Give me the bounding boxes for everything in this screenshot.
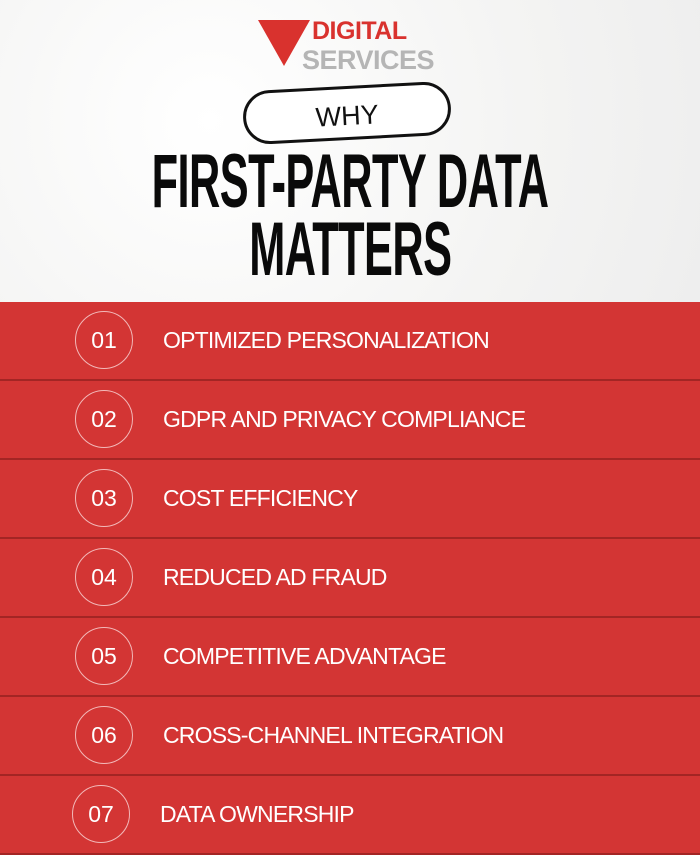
item-label: OPTIMIZED PERSONALIZATION bbox=[163, 327, 490, 353]
logo-v-mark-icon bbox=[258, 20, 310, 66]
item-label: DATA OWNERSHIP bbox=[160, 801, 355, 827]
item-number: 04 bbox=[75, 548, 133, 606]
logo-line2: SERVICES bbox=[302, 45, 435, 75]
item-number: 01 bbox=[75, 311, 133, 369]
item-number: 06 bbox=[75, 706, 133, 764]
header: DIGITAL SERVICES WHY FIRST-PARTY DATA MA… bbox=[0, 0, 700, 302]
item-number: 02 bbox=[75, 390, 133, 448]
list-item: 02 GDPR AND PRIVACY COMPLIANCE bbox=[0, 381, 700, 460]
item-label: COMPETITIVE ADVANTAGE bbox=[163, 643, 446, 669]
list-item: 01 OPTIMIZED PERSONALIZATION bbox=[0, 302, 700, 381]
item-label: GDPR AND PRIVACY COMPLIANCE bbox=[163, 406, 526, 432]
item-number: 03 bbox=[75, 469, 133, 527]
logo: DIGITAL SERVICES bbox=[258, 18, 468, 74]
list-item: 05 COMPETITIVE ADVANTAGE bbox=[0, 618, 700, 697]
list-item: 07 DATA OWNERSHIP bbox=[0, 776, 700, 855]
title-line2-text: MATTERS bbox=[248, 207, 452, 292]
item-number: 07 bbox=[72, 785, 130, 843]
why-text: WHY bbox=[314, 99, 380, 133]
title-line1-text: FIRST-PARTY DATA bbox=[151, 139, 549, 224]
items-list: 01 OPTIMIZED PERSONALIZATION 02 GDPR AND P… bbox=[0, 302, 700, 855]
item-number: 05 bbox=[75, 627, 133, 685]
logo-line1: DIGITAL bbox=[312, 17, 407, 45]
title-line2: MATTERS bbox=[0, 207, 700, 292]
item-label: CROSS-CHANNEL INTEGRATION bbox=[163, 722, 504, 748]
item-label: COST EFFICIENCY bbox=[163, 485, 358, 511]
list-item: 04 REDUCED AD FRAUD bbox=[0, 539, 700, 618]
why-pill: WHY bbox=[241, 80, 453, 146]
list-item: 06 CROSS-CHANNEL INTEGRATION bbox=[0, 697, 700, 776]
title-line1: FIRST-PARTY DATA bbox=[0, 139, 700, 224]
list-item: 03 COST EFFICIENCY bbox=[0, 460, 700, 539]
item-label: REDUCED AD FRAUD bbox=[163, 564, 387, 590]
